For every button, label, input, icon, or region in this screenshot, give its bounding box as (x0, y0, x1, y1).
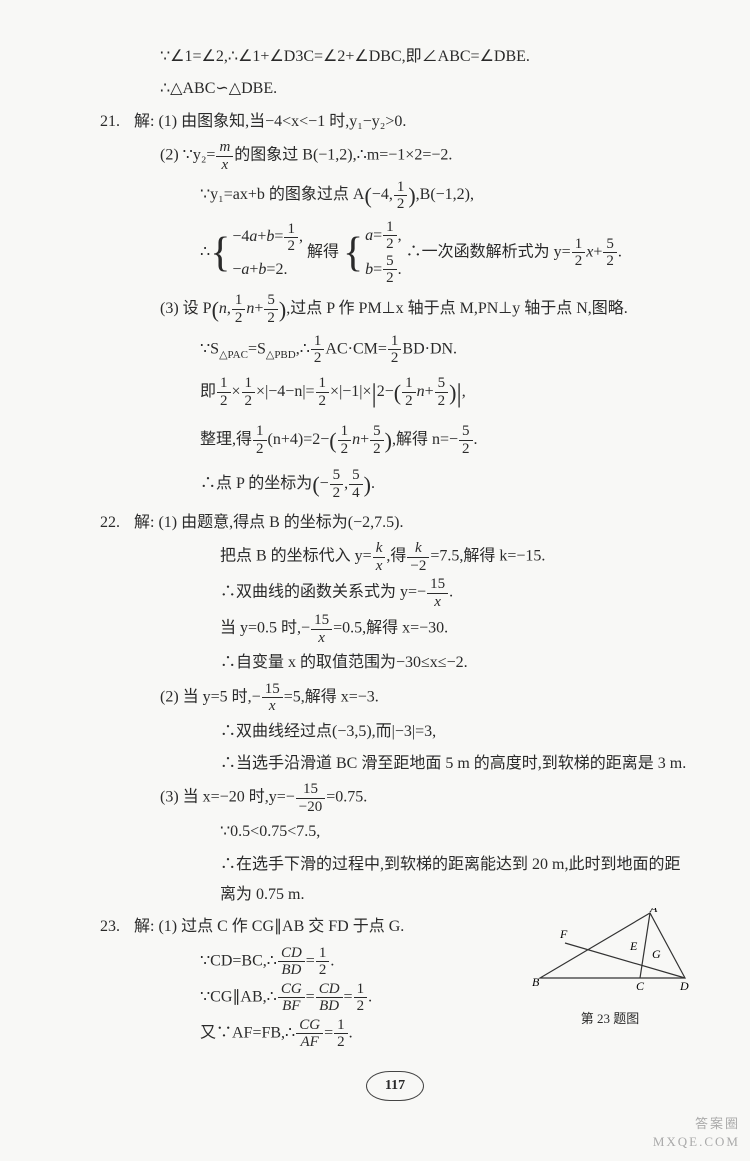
text-line: ∵∠1=∠2,∴∠1+∠D3C=∠2+∠DBC,即∠ABC=∠DBE. (100, 42, 690, 72)
q21-part3-line2: ∵S△PAC=S△PBD,∴12AC·CM=12BD·DN. (100, 333, 690, 367)
label-solution: 解: (134, 918, 154, 935)
q22-part1c: ∴双曲线的函数关系式为 y=−15x. (100, 576, 690, 610)
svg-text:D: D (679, 979, 689, 993)
label-solution: 解: (134, 113, 154, 130)
q22-part3b: ∵0.5<0.75<7.5, (100, 817, 690, 847)
text-line: ∴△ABC∽△DBE. (100, 74, 690, 104)
q21-part1: (1) 由图象知,当−4<x<−1 时,y₁−y₂>0. (158, 113, 406, 130)
q22-part2b: ∴双曲线经过点(−3,5),而|−3|=3, (100, 717, 690, 747)
q21-part3-line3: 即12×12×|−4−n|=12×|−1|×|2−(12n+52)|, (100, 369, 690, 418)
q23-part1a: (1) 过点 C 作 CG∥AB 交 FD 于点 G. (158, 918, 404, 935)
svg-text:A: A (649, 908, 658, 915)
qnum-22: 22. (100, 508, 130, 538)
brace-rhs: {a=12,b=52. (343, 219, 402, 287)
q21-part3-line1: (3) 设 P(n,12n+52),过点 P 作 PM⊥x 轴于点 M,PN⊥y… (100, 289, 690, 331)
q21-part3-line5: ∴点 P 的坐标为(−52,54). (100, 464, 690, 506)
q21-part2-system: ∴{−4a+b=12,−a+b=2. 解得 {a=12,b=52. ∴一次函数解… (100, 219, 690, 287)
svg-text:E: E (629, 939, 638, 953)
figure-23-caption: 第 23 题图 (530, 1007, 690, 1032)
q21-part2-line1: (2) ∵y₂=mx的图象过 B(−1,2),∴m=−1×2=−2. (100, 139, 690, 173)
svg-text:B: B (532, 975, 540, 989)
q21-part3-line4: 整理,得12(n+4)=2−(12n+52),解得 n=−52. (100, 420, 690, 462)
q22-part1e: ∴自变量 x 的取值范围为−30≤x≤−2. (100, 648, 690, 678)
qnum-23: 23. (100, 912, 130, 942)
q22-part3c: ∴在选手下滑的过程中,到软梯的距离能达到 20 m,此时到地面的距离为 0.75… (100, 850, 690, 911)
q21: 21. 解: (1) 由图象知,当−4<x<−1 时,y₁−y₂>0. (100, 107, 690, 137)
svg-text:F: F (559, 927, 568, 941)
q22: 22. 解: (1) 由题意,得点 B 的坐标为(−2,7.5). (100, 508, 690, 538)
svg-text:C: C (636, 979, 645, 993)
q22-part3a: (3) 当 x=−20 时,y=−15−20=0.75. (100, 781, 690, 815)
q22-part1a: (1) 由题意,得点 B 的坐标为(−2,7.5). (158, 514, 403, 531)
qnum-21: 21. (100, 107, 130, 137)
q22-part2c: ∴当选手沿滑道 BC 滑至距地面 5 m 的高度时,到软梯的距离是 3 m. (100, 749, 690, 779)
brace-lhs: {−4a+b=12,−a+b=2. (210, 221, 303, 285)
page-number: 117 (366, 1071, 424, 1102)
svg-text:G: G (652, 947, 661, 961)
frac-m-x: mx (216, 139, 233, 173)
frac-5-2: 52 (603, 236, 617, 270)
q22-part1b: 把点 B 的坐标代入 y=kx,得k−2=7.5,解得 k=−15. (100, 540, 690, 574)
q21-part2-line2: ∵y₁=ax+b 的图象过点 A(−4,12),B(−1,2), (100, 175, 690, 217)
label-solution: 解: (134, 514, 154, 531)
watermark: 答案圈 MXQE.COM (653, 1115, 740, 1151)
q22-part1d: 当 y=0.5 时,−15x=0.5,解得 x=−30. (100, 612, 690, 646)
frac-1-2: 12 (572, 236, 586, 270)
frac-1-2: 12 (394, 179, 408, 213)
q22-part2a: (2) 当 y=5 时,−15x=5,解得 x=−3. (100, 681, 690, 715)
